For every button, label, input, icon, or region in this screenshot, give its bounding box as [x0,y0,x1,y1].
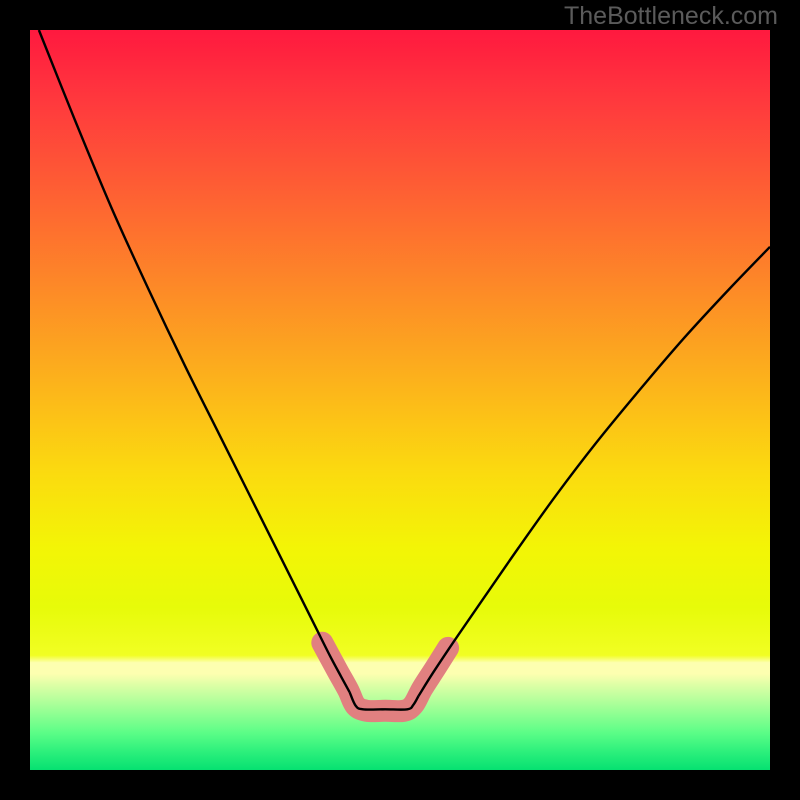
plot-area [30,30,770,770]
stage: TheBottleneck.com [0,0,800,800]
chart-svg [0,0,800,800]
watermark-text: TheBottleneck.com [564,2,778,31]
